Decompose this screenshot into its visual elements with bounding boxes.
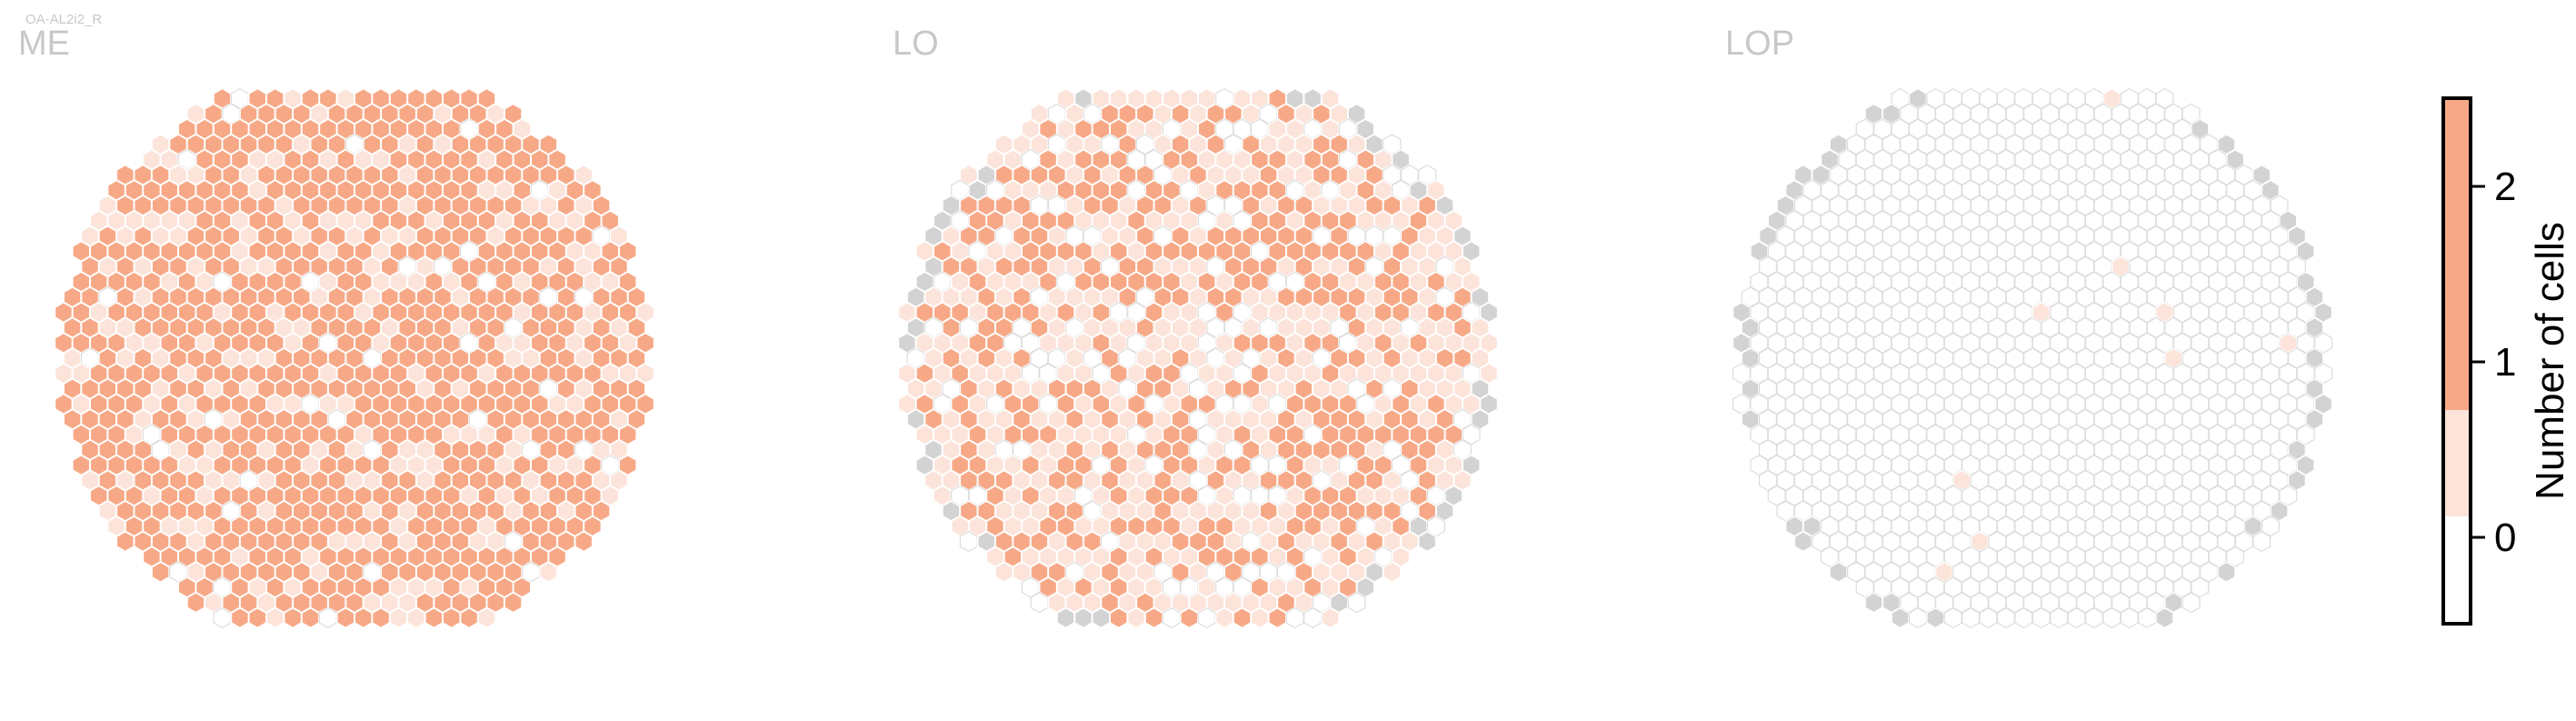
hex-cell [213, 607, 232, 629]
hex-cell [389, 606, 408, 629]
hex-cell [1144, 606, 1163, 629]
panel-me: ME [18, 25, 655, 629]
hex-cell [1347, 592, 1366, 614]
hex-cell [2014, 607, 2033, 629]
hex-cell [1250, 606, 1269, 629]
hex-cell [1197, 607, 1216, 629]
colorbar-segment-2 [2443, 98, 2471, 410]
hex-grid-me [54, 87, 655, 629]
colorbar-segment-1 [2443, 410, 2471, 516]
hex-cell [1109, 606, 1128, 629]
panel-title-me: ME [18, 25, 70, 63]
hex-cell [1303, 607, 1323, 629]
hex-cell [1926, 606, 1945, 629]
hex-cell [1030, 592, 1049, 614]
hex-grid-lop [1732, 87, 2333, 629]
hex-cell [1127, 606, 1146, 629]
hex-grid-lo [897, 87, 1499, 629]
colorbar-tick-label-2: 2 [2494, 165, 2516, 209]
hex-cell [1996, 607, 2015, 629]
hex-cell [1864, 592, 1883, 614]
hex-cell [265, 606, 285, 629]
hex-cell [2120, 607, 2139, 629]
hex-cell [2182, 592, 2201, 614]
hex-cell [2138, 607, 2157, 629]
hex-cell [115, 530, 135, 553]
hex-cell [1268, 606, 1287, 629]
hex-cell [2155, 606, 2174, 629]
hex-cell [1383, 561, 1402, 583]
hex-cell [301, 606, 320, 629]
colorbar-segment-0 [2443, 516, 2471, 624]
hex-cell [2084, 607, 2103, 629]
hex-cell [1214, 606, 1234, 629]
hex-cell [1829, 561, 1848, 583]
hex-cell [318, 607, 337, 629]
hex-cell [1092, 606, 1111, 629]
hex-cell [336, 606, 355, 629]
hex-cell [248, 606, 267, 629]
hex-cell [1418, 530, 1437, 553]
colorbar-tick-label-1: 1 [2494, 340, 2516, 385]
hex-cell [1979, 607, 1998, 629]
hex-cell [1321, 606, 1340, 629]
panel-lo: LO [893, 25, 1499, 629]
hex-cell [959, 531, 978, 553]
hex-cell [2050, 607, 2069, 629]
hex-cell [477, 606, 496, 629]
panel-title-lop: LOP [1725, 25, 1794, 63]
hex-cell [2217, 561, 2236, 583]
hex-cell [284, 606, 303, 629]
hex-cell [2067, 607, 2086, 629]
hex-cell [230, 606, 250, 629]
hex-cell [504, 592, 523, 614]
hex-cell [186, 592, 205, 614]
hex-cell [2032, 607, 2051, 629]
figure-subtitle: OA-AL2i2_R [25, 12, 102, 27]
hex-cell [1891, 606, 1910, 629]
hex-cell [371, 606, 391, 629]
hex-cell [1943, 607, 1962, 629]
colorbar-tick-label-0: 0 [2494, 516, 2516, 560]
panel-lop: LOP [1725, 25, 2333, 629]
hex-cell [994, 561, 1013, 583]
hex-cell [1793, 530, 1812, 553]
hex-cell [459, 606, 479, 629]
hex-cell [1162, 607, 1181, 629]
colorbar: 2 1 0 Number of cells [2441, 96, 2572, 626]
hex-cell [1233, 606, 1252, 629]
hex-cell [354, 606, 373, 629]
hex-cell [1908, 607, 1927, 629]
hex-cell [1285, 607, 1304, 629]
hex-cell [2252, 531, 2271, 553]
panel-title-lo: LO [893, 25, 939, 63]
hex-cell [151, 561, 170, 583]
hex-cell [442, 606, 461, 629]
colorbar-label: Number of cells [2528, 222, 2572, 500]
hex-cell [1056, 606, 1075, 629]
hex-cell [424, 606, 444, 629]
hex-cell [539, 561, 558, 583]
hex-cell [406, 606, 425, 629]
hex-cell [2102, 607, 2122, 629]
hex-cell [574, 530, 594, 553]
hex-cell [1962, 607, 1981, 629]
hex-cell [1073, 606, 1093, 629]
hex-cell [1180, 606, 1199, 629]
